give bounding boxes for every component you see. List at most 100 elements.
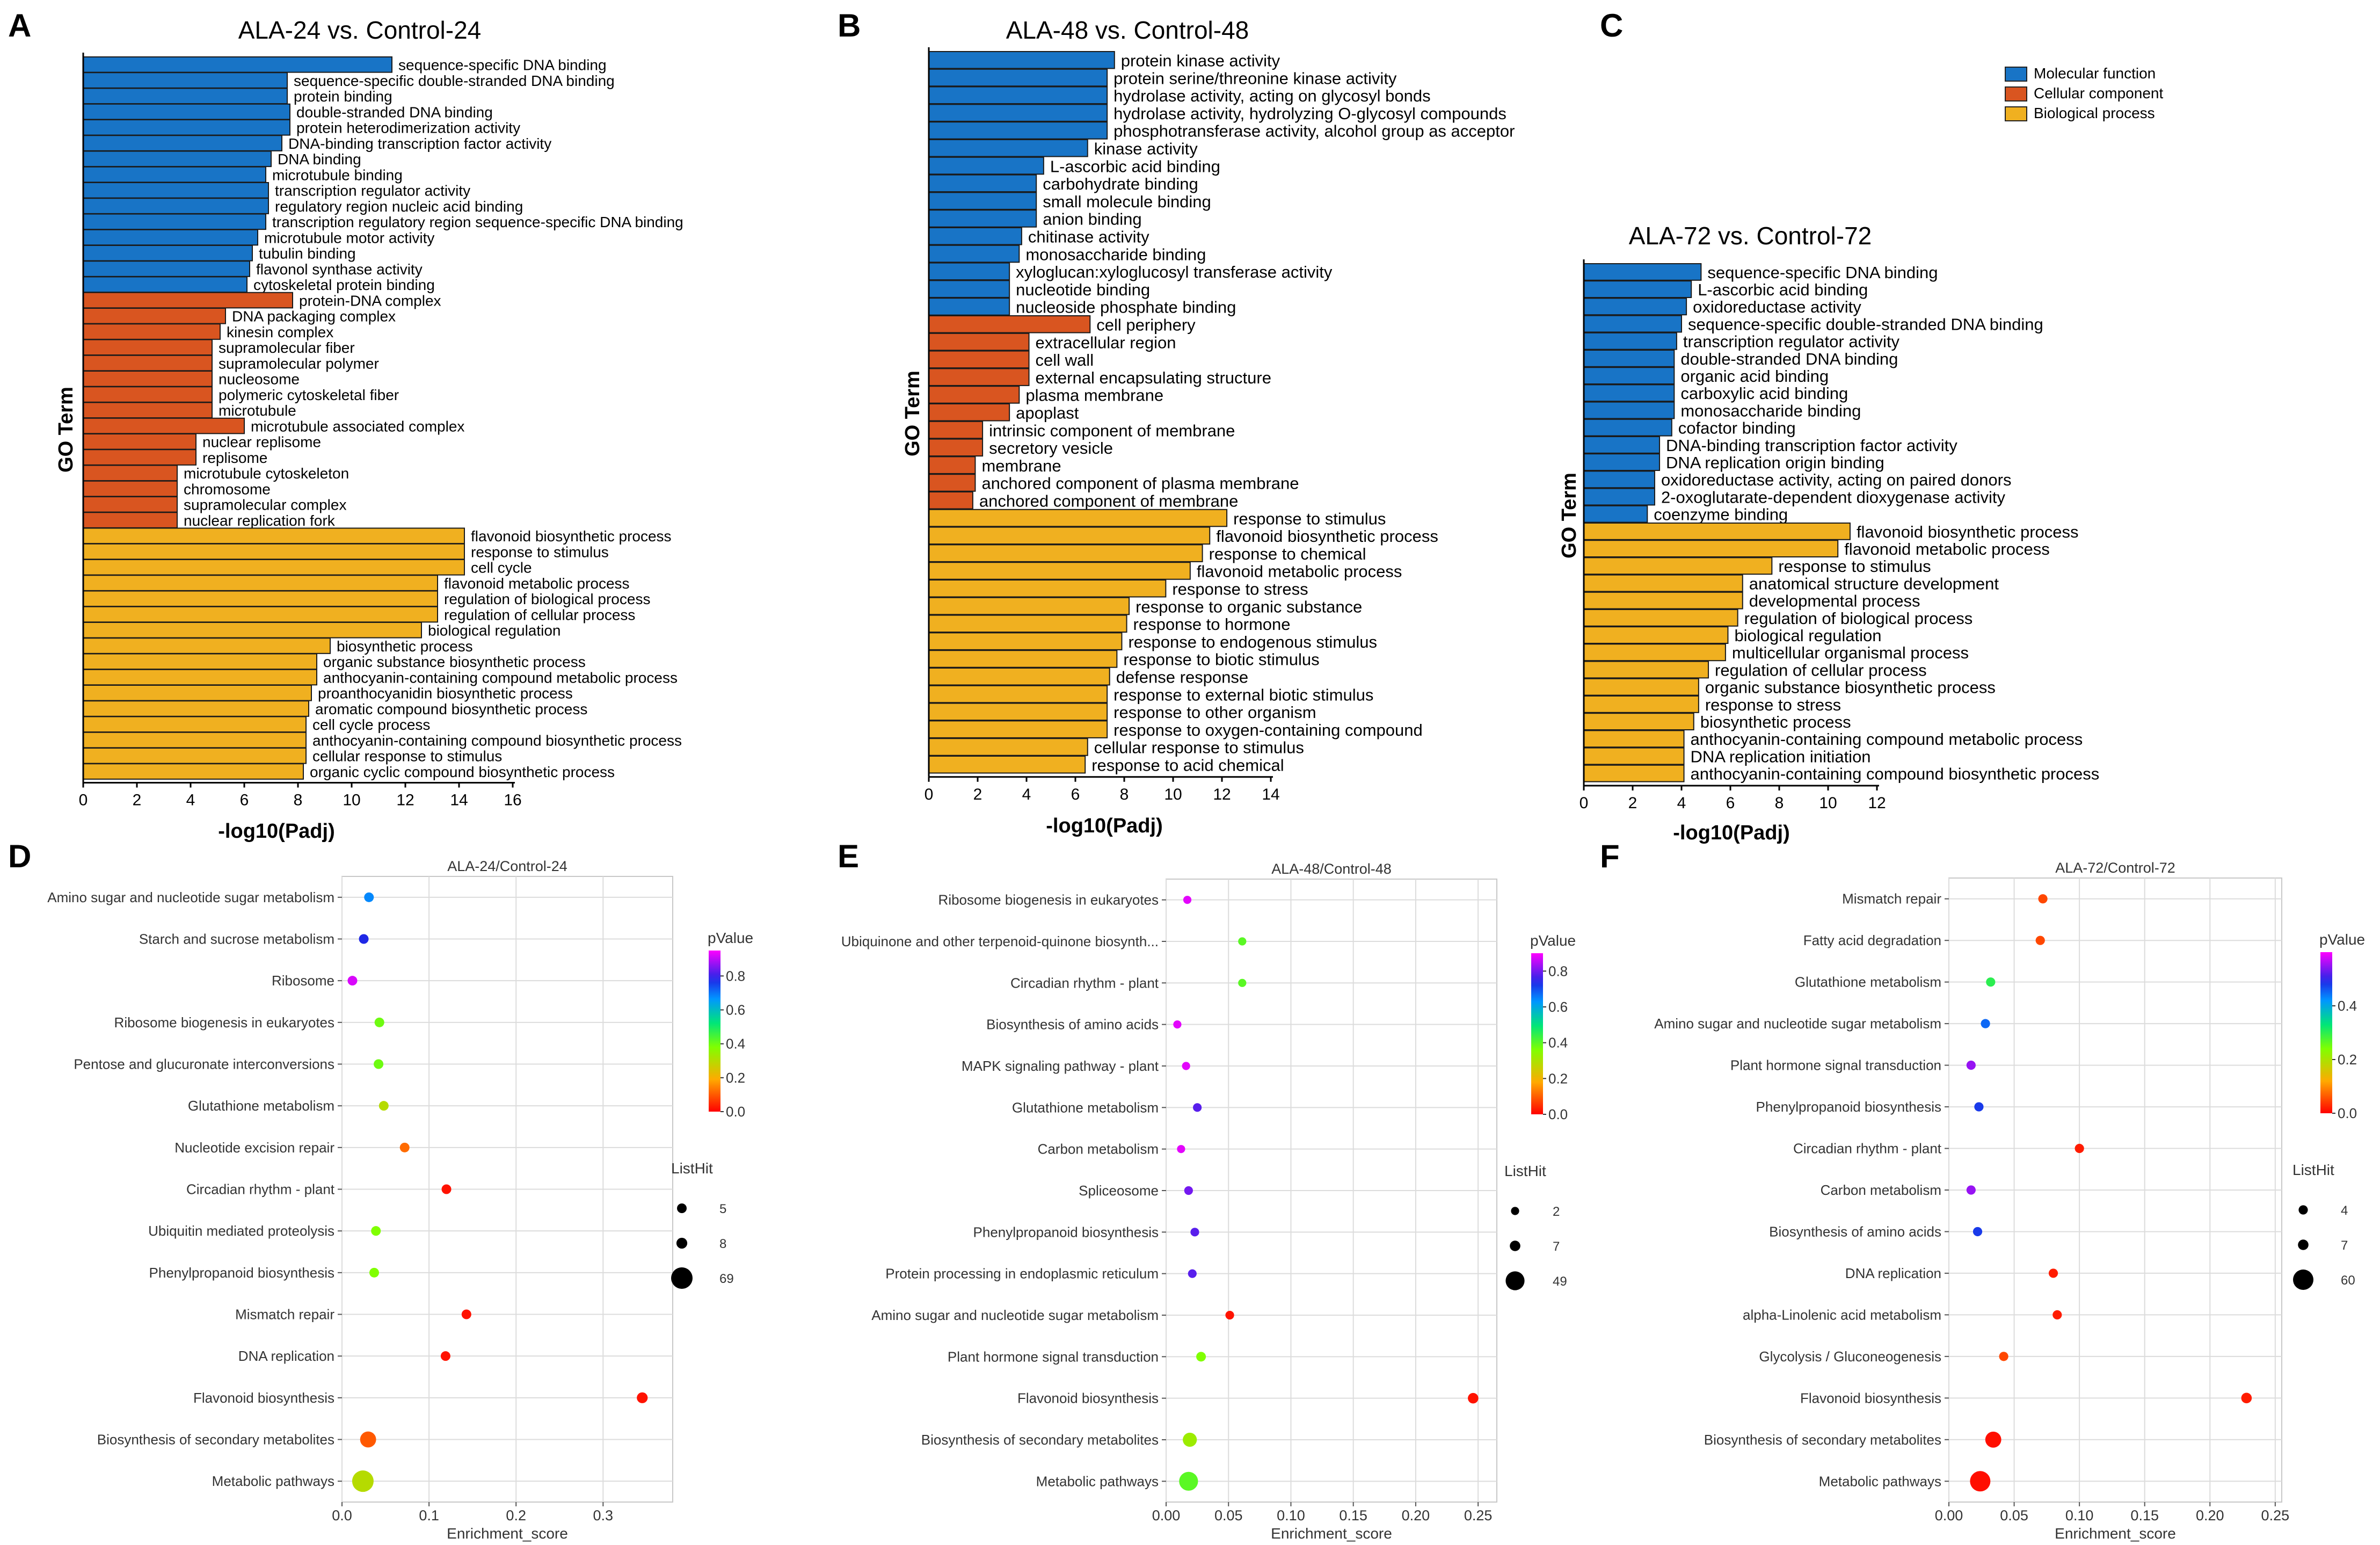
- dot-f-6: [1974, 1102, 1984, 1112]
- bar-label-b-40: cellular response to stimulus: [1094, 738, 1304, 757]
- bar-b-3: [928, 86, 1108, 105]
- bar-c-18: [1583, 557, 1773, 575]
- dot-e-7: [1177, 1145, 1185, 1154]
- bar-b-30: [928, 562, 1191, 580]
- bar-label-c-28: anthocyanin-containing compound metaboli…: [1691, 730, 2083, 749]
- x-axis-title-e: Enrichment_score: [1271, 1525, 1392, 1542]
- y-tick-label-d-10: Phenylpropanoid biosynthesis: [149, 1265, 334, 1281]
- bar-b-34: [928, 632, 1123, 650]
- bar-label-a-21: nucleosome: [219, 371, 300, 388]
- x-tick-label-b-5: 10: [1164, 786, 1182, 803]
- bar-a-42: [83, 700, 309, 717]
- go-bar-chart-c: ALA-72 vs. Control-72 sequence-specific D…: [1558, 222, 2099, 844]
- bar-c-9: [1583, 401, 1675, 419]
- bar-a-9: [83, 182, 269, 199]
- bar-b-17: [928, 332, 1030, 351]
- bar-label-c-8: carboxylic acid binding: [1680, 384, 1848, 403]
- dot-e-2: [1238, 937, 1247, 946]
- bar-label-a-24: microtubule associated complex: [251, 418, 464, 434]
- colorbar-tick-label-f-1: 0.2: [2338, 1051, 2357, 1068]
- dot-d-2: [359, 934, 369, 944]
- dot-e-13: [1468, 1392, 1479, 1404]
- bar-label-c-1: sequence-specific DNA binding: [1707, 263, 1938, 282]
- dot-e-5: [1182, 1062, 1190, 1070]
- bar-label-b-30: flavonoid metabolic process: [1197, 562, 1402, 581]
- bar-a-19: [83, 339, 213, 356]
- bar-label-b-12: monosaccharide binding: [1025, 245, 1206, 264]
- x-tick-label-b-4: 8: [1120, 786, 1129, 803]
- bar-label-c-15: coenzyme binding: [1654, 505, 1788, 524]
- bar-a-7: [83, 150, 272, 168]
- x-tick-label-b-1: 2: [973, 786, 982, 803]
- bar-label-b-27: response to stimulus: [1233, 509, 1386, 528]
- listhit-legend-label-e-1: 7: [1553, 1239, 1560, 1254]
- bar-label-b-5: phosphotransferase activity, alcohol gro…: [1113, 122, 1515, 141]
- bar-label-b-35: response to biotic stimulus: [1123, 650, 1319, 669]
- legend-label-cellular-component: Cellular component: [2034, 85, 2163, 101]
- dot-f-14: [1985, 1431, 2001, 1448]
- bar-b-26: [928, 491, 973, 510]
- listhit-legend-title-e: ListHit: [1504, 1163, 1546, 1179]
- bar-label-b-21: apoplast: [1016, 404, 1079, 423]
- listhit-legend-label-e-0: 2: [1553, 1205, 1560, 1219]
- bar-b-16: [928, 315, 1091, 333]
- y-tick-label-f-10: DNA replication: [1845, 1265, 1941, 1281]
- bar-label-a-19: supramolecular fiber: [219, 339, 355, 356]
- bar-a-15: [83, 276, 248, 293]
- y-tick-label-f-13: Flavonoid biosynthesis: [1800, 1390, 1941, 1406]
- bar-label-c-29: DNA replication initiation: [1691, 747, 1871, 766]
- y-tick-label-f-6: Phenylpropanoid biosynthesis: [1756, 1099, 1941, 1115]
- listhit-legend-label-d-2: 69: [719, 1272, 734, 1286]
- bar-a-2: [83, 72, 288, 89]
- bar-label-b-14: nucleotide binding: [1016, 280, 1150, 299]
- legend-swatch-molecular-function: [2005, 67, 2027, 82]
- dot-f-5: [1966, 1061, 1976, 1070]
- x-tick-label-f-3: 0.15: [2130, 1507, 2159, 1524]
- bar-label-c-24: regulation of cellular process: [1715, 661, 1927, 679]
- bar-a-10: [83, 198, 269, 214]
- bar-label-c-9: monosaccharide binding: [1680, 401, 1861, 420]
- bar-label-c-3: oxidoreductase activity: [1693, 298, 1861, 316]
- bar-label-b-9: small molecule binding: [1043, 192, 1211, 211]
- bar-a-23: [83, 402, 213, 419]
- bar-label-b-4: hydrolase activity, hydrolyzing O-glycos…: [1113, 104, 1506, 123]
- bar-label-a-16: protein-DNA complex: [299, 292, 441, 309]
- colorbar-tick-label-e-2: 0.4: [1548, 1035, 1568, 1051]
- bar-b-40: [928, 738, 1088, 756]
- x-tick-label-f-1: 0.05: [2000, 1507, 2028, 1524]
- dot-e-15: [1179, 1471, 1198, 1491]
- go-bar-chart-b: ALA-48 vs. Control-48 protein kinase acti…: [901, 16, 1515, 837]
- x-tick-label-c-1: 2: [1628, 794, 1637, 812]
- bar-c-16: [1583, 523, 1851, 540]
- bar-a-34: [83, 575, 438, 591]
- pvalue-legend-title-e: pValue: [1530, 932, 1576, 949]
- dot-d-5: [374, 1059, 384, 1069]
- bar-b-29: [928, 544, 1203, 562]
- bar-label-b-18: cell wall: [1036, 351, 1094, 369]
- y-tick-label-d-8: Circadian rhythm - plant: [186, 1181, 335, 1198]
- dot-d-15: [352, 1470, 374, 1492]
- dot-d-8: [441, 1184, 452, 1194]
- bar-c-4: [1583, 315, 1682, 333]
- bar-a-12: [83, 229, 258, 246]
- y-tick-label-e-13: Flavonoid biosynthesis: [1017, 1390, 1159, 1406]
- bar-c-15: [1583, 505, 1648, 523]
- listhit-legend-dot-e-2: [1505, 1271, 1525, 1290]
- dot-d-6: [379, 1101, 389, 1111]
- bar-c-14: [1583, 488, 1655, 506]
- colorbar-tick-label-e-0: 0.0: [1548, 1106, 1568, 1122]
- bar-a-39: [83, 653, 317, 670]
- colorbar-tick-label-d-2: 0.4: [726, 1036, 745, 1052]
- bar-label-c-22: biological regulation: [1734, 626, 1881, 645]
- bar-c-6: [1583, 350, 1675, 367]
- bar-label-a-44: anthocyanin-containing compound biosynth…: [312, 732, 682, 749]
- bar-b-9: [928, 192, 1037, 210]
- bar-label-b-23: secretory vesicle: [989, 439, 1113, 458]
- colorbar-tick-label-d-3: 0.6: [726, 1002, 745, 1018]
- bar-a-44: [83, 731, 307, 749]
- x-tick-label-b-3: 6: [1071, 786, 1080, 803]
- chart-title-d: ALA-24/Control-24: [447, 858, 567, 874]
- bar-label-b-41: response to acid chemical: [1091, 756, 1284, 775]
- bar-label-c-10: cofactor binding: [1678, 419, 1796, 438]
